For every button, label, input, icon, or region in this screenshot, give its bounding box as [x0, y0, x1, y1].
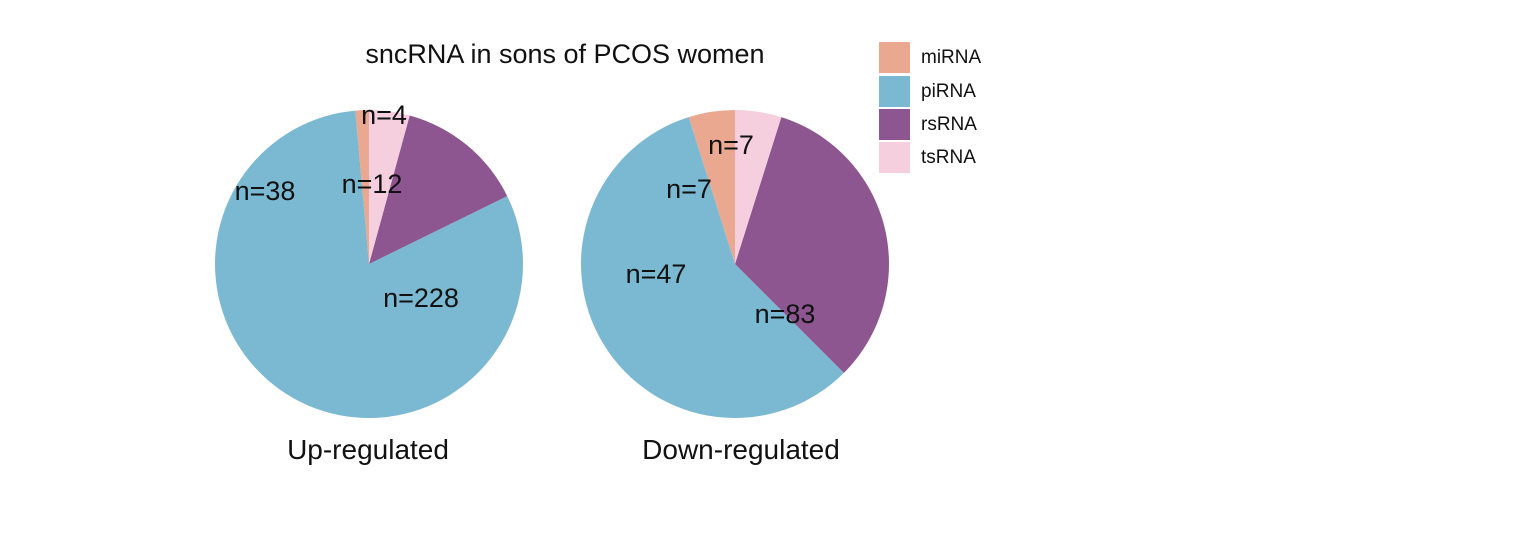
slice-label-mirna: n=7: [708, 130, 754, 160]
slice-label-rsrna: n=47: [626, 259, 687, 289]
pie-slice-tsrna: [735, 110, 782, 264]
pie-caption-up: Up-regulated: [287, 434, 449, 465]
slice-label-rsrna: n=38: [235, 176, 296, 206]
legend: miRNA piRNA rsRNA tsRNA: [879, 42, 981, 173]
legend-label-tsrna: tsRNA: [921, 147, 976, 168]
slice-label-pirna: n=83: [755, 299, 816, 329]
pie-up-regulated: n=4 n=228 n=38 n=12: [214, 100, 523, 418]
pie-slice-pirna: [214, 110, 523, 418]
legend-swatch-tsrna: [879, 142, 910, 173]
legend-swatch-mirna: [879, 42, 910, 73]
chart-title: sncRNA in sons of PCOS women: [365, 39, 764, 69]
legend-swatch-rsrna: [879, 109, 910, 140]
slice-label-pirna: n=228: [383, 283, 459, 313]
pie-slice-rsrna: [735, 117, 889, 373]
pie-caption-down: Down-regulated: [642, 434, 840, 465]
slice-label-tsrna: n=12: [342, 169, 403, 199]
legend-label-rsrna: rsRNA: [921, 114, 977, 135]
legend-label-pirna: piRNA: [921, 81, 976, 102]
pie-slice-rsrna: [369, 115, 508, 264]
pie-slice-tsrna: [369, 110, 410, 264]
pie-slice-pirna: [580, 117, 844, 419]
slice-label-mirna: n=4: [361, 100, 407, 130]
legend-swatch-pirna: [879, 76, 910, 107]
slice-label-tsrna: n=7: [666, 174, 712, 204]
pie-down-regulated: n=7 n=83 n=47 n=7: [580, 110, 889, 419]
pie-slice-mirna: [355, 109, 369, 264]
pie-slice-mirna: [688, 110, 735, 264]
legend-label-mirna: miRNA: [921, 47, 981, 68]
